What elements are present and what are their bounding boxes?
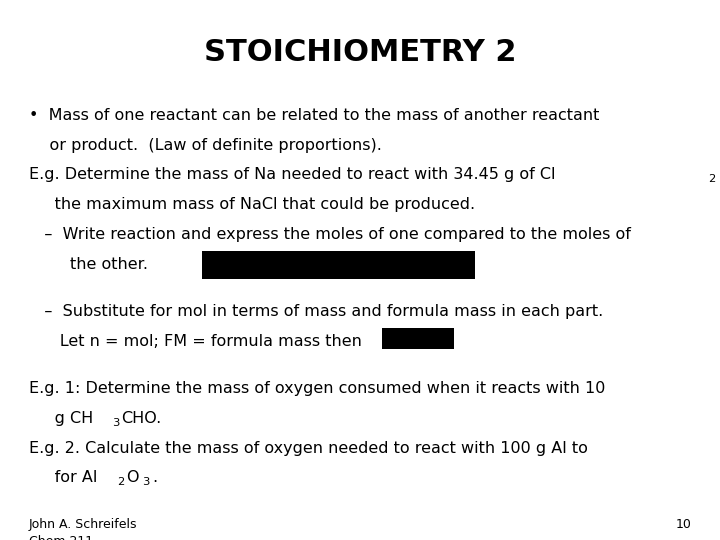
Text: 10: 10	[675, 518, 691, 531]
Text: 2: 2	[708, 174, 716, 185]
Text: g CH: g CH	[29, 411, 93, 426]
Text: •  Mass of one reactant can be related to the mass of another reactant: • Mass of one reactant can be related to…	[29, 108, 599, 123]
Text: and: and	[718, 167, 720, 183]
Text: 2: 2	[117, 477, 125, 488]
Text: E.g. 2. Calculate the mass of oxygen needed to react with 100 g Al to: E.g. 2. Calculate the mass of oxygen nee…	[29, 441, 588, 456]
Text: the maximum mass of NaCl that could be produced.: the maximum mass of NaCl that could be p…	[29, 197, 475, 212]
Text: 3: 3	[112, 418, 119, 428]
Text: John A. Schreifels
Chem 211: John A. Schreifels Chem 211	[29, 518, 138, 540]
Text: for Al: for Al	[29, 470, 97, 485]
Text: –  Substitute for mol in terms of mass and formula mass in each part.: – Substitute for mol in terms of mass an…	[29, 304, 603, 319]
FancyBboxPatch shape	[382, 328, 454, 349]
Text: 2: 2	[117, 477, 125, 488]
Text: Let n = mol; FM = formula mass then: Let n = mol; FM = formula mass then	[29, 334, 361, 349]
Text: 2: 2	[708, 174, 716, 185]
Text: STOICHIOMETRY 2: STOICHIOMETRY 2	[204, 38, 516, 67]
Text: O: O	[127, 470, 139, 485]
Text: 3: 3	[112, 418, 119, 428]
Text: CHO.: CHO.	[121, 411, 161, 426]
Text: –  Write reaction and express the moles of one compared to the moles of: – Write reaction and express the moles o…	[29, 227, 631, 242]
Text: E.g. 1: Determine the mass of oxygen consumed when it reacts with 10: E.g. 1: Determine the mass of oxygen con…	[29, 381, 606, 396]
Text: the other.: the other.	[29, 256, 148, 272]
Text: 3: 3	[143, 477, 150, 488]
Text: .: .	[152, 470, 157, 485]
Text: E.g. Determine the mass of Na needed to react with 34.45 g of Cl: E.g. Determine the mass of Na needed to …	[29, 167, 555, 183]
Text: or product.  (Law of definite proportions).: or product. (Law of definite proportions…	[29, 138, 382, 153]
FancyBboxPatch shape	[202, 251, 475, 279]
Text: 3: 3	[143, 477, 150, 488]
